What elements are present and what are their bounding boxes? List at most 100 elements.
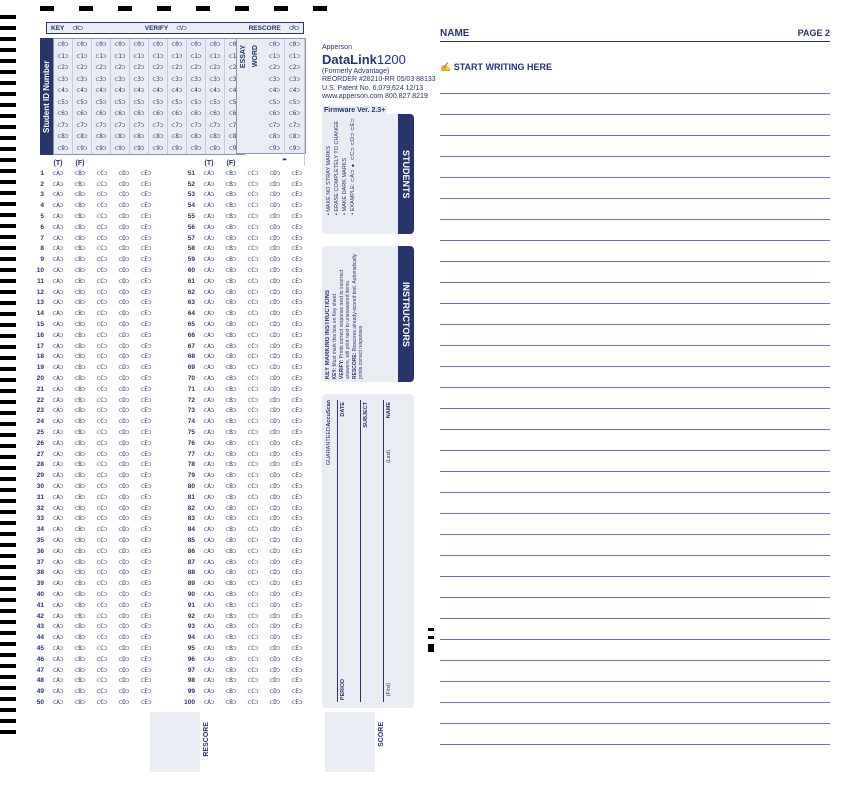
page2-name-line[interactable]: NAME	[440, 28, 830, 42]
answer-row[interactable]: 45⊂A⊃⊂B⊃⊂C⊃⊂D⊃⊂E⊃	[28, 643, 157, 654]
answer-bubble[interactable]: ⊂B⊃	[220, 278, 242, 285]
answer-row[interactable]: 43⊂A⊃⊂B⊃⊂C⊃⊂D⊃⊂E⊃	[28, 621, 157, 632]
answer-bubble[interactable]: ⊂A⊃	[47, 656, 69, 663]
answer-bubble[interactable]: ⊂E⊃	[135, 602, 157, 609]
answer-bubble[interactable]: ⊂D⊃	[113, 451, 135, 458]
answer-bubble[interactable]: ⊂C⊃	[242, 440, 264, 447]
answer-bubble[interactable]: ⊂B⊃	[220, 397, 242, 404]
answer-bubble[interactable]: ⊂E⊃	[286, 235, 308, 242]
answer-bubble[interactable]: ⊂D⊃	[264, 667, 286, 674]
id-bubble[interactable]: ⊂7⊃	[54, 120, 73, 132]
writing-line[interactable]	[440, 115, 830, 136]
answer-bubble[interactable]: ⊂E⊃	[135, 213, 157, 220]
answer-bubble[interactable]: ⊂A⊃	[198, 667, 220, 674]
student-id-grid[interactable]: ⊂0⊃⊂0⊃⊂0⊃⊂0⊃⊂0⊃⊂0⊃⊂0⊃⊂0⊃⊂0⊃⊂0⊃⊂1⊃⊂1⊃⊂1⊃⊂…	[53, 38, 245, 155]
answer-bubble[interactable]: ⊂C⊃	[91, 569, 113, 576]
answer-bubble[interactable]: ⊂E⊃	[135, 580, 157, 587]
answer-bubble[interactable]: ⊂D⊃	[264, 256, 286, 263]
answer-bubble[interactable]: ⊂A⊃	[198, 397, 220, 404]
writing-line[interactable]	[440, 409, 830, 430]
id-bubble[interactable]: ⊂3⊃	[149, 74, 168, 86]
answer-bubble[interactable]: ⊂A⊃	[198, 343, 220, 350]
answer-bubble[interactable]: ⊂E⊃	[286, 224, 308, 231]
id-bubble[interactable]: ⊂3⊃	[187, 74, 206, 86]
answer-bubble[interactable]: ⊂C⊃	[242, 472, 264, 479]
answer-bubble[interactable]: ⊂A⊃	[47, 407, 69, 414]
answer-bubble[interactable]: ⊂D⊃	[113, 235, 135, 242]
answer-bubble[interactable]: ⊂C⊃	[91, 181, 113, 188]
answer-bubble[interactable]: ⊂E⊃	[286, 375, 308, 382]
answer-bubble[interactable]: ⊂D⊃	[264, 526, 286, 533]
answer-bubble[interactable]: ⊂A⊃	[47, 645, 69, 652]
id-bubble[interactable]: ⊂7⊃	[111, 120, 130, 132]
writing-line[interactable]	[440, 220, 830, 241]
id-bubble[interactable]: ⊂0⊃	[73, 39, 92, 51]
answer-bubble[interactable]: ⊂E⊃	[286, 364, 308, 371]
answer-bubble[interactable]: ⊂C⊃	[91, 224, 113, 231]
answer-bubble[interactable]: ⊂D⊃	[113, 559, 135, 566]
writing-line[interactable]	[440, 346, 830, 367]
answer-bubble[interactable]: ⊂C⊃	[242, 353, 264, 360]
answer-bubble[interactable]: ⊂E⊃	[135, 483, 157, 490]
answer-bubble[interactable]: ⊂A⊃	[47, 299, 69, 306]
answer-bubble[interactable]: ⊂E⊃	[135, 440, 157, 447]
id-bubble[interactable]: ⊂6⊃	[111, 108, 130, 120]
answer-bubble[interactable]: ⊂B⊃	[69, 602, 91, 609]
answer-bubble[interactable]: ⊂E⊃	[286, 202, 308, 209]
answer-rows-right[interactable]: 51⊂A⊃⊂B⊃⊂C⊃⊂D⊃⊂E⊃52⊂A⊃⊂B⊃⊂C⊃⊂D⊃⊂E⊃53⊂A⊃⊂…	[179, 168, 308, 708]
answer-bubble[interactable]: ⊂A⊃	[47, 170, 69, 177]
writing-line[interactable]	[440, 178, 830, 199]
answer-bubble[interactable]: ⊂B⊃	[220, 461, 242, 468]
answer-bubble[interactable]: ⊂E⊃	[135, 451, 157, 458]
answer-bubble[interactable]: ⊂A⊃	[198, 526, 220, 533]
answer-bubble[interactable]: ⊂D⊃	[113, 461, 135, 468]
answer-row[interactable]: 12⊂A⊃⊂B⊃⊂C⊃⊂D⊃⊂E⊃	[28, 287, 157, 298]
name-box[interactable]: AccuScan GUARANTEED DATE PERIOD SUBJECT …	[322, 394, 414, 708]
answer-bubble[interactable]: ⊂C⊃	[91, 407, 113, 414]
answer-bubble[interactable]: ⊂C⊃	[242, 591, 264, 598]
answer-row[interactable]: 84⊂A⊃⊂B⊃⊂C⊃⊂D⊃⊂E⊃	[179, 524, 308, 535]
answer-bubble[interactable]: ⊂C⊃	[242, 483, 264, 490]
answer-row[interactable]: 39⊂A⊃⊂B⊃⊂C⊃⊂D⊃⊂E⊃	[28, 578, 157, 589]
answer-bubble[interactable]: ⊂D⊃	[264, 343, 286, 350]
answer-row[interactable]: 80⊂A⊃⊂B⊃⊂C⊃⊂D⊃⊂E⊃	[179, 481, 308, 492]
id-bubble[interactable]: ⊂2⊃	[73, 62, 92, 74]
answer-row[interactable]: 53⊂A⊃⊂B⊃⊂C⊃⊂D⊃⊂E⊃	[179, 190, 308, 201]
answer-bubble[interactable]: ⊂B⊃	[220, 591, 242, 598]
answer-bubble[interactable]: ⊂C⊃	[91, 353, 113, 360]
answer-row[interactable]: 61⊂A⊃⊂B⊃⊂C⊃⊂D⊃⊂E⊃	[179, 276, 308, 287]
answer-bubble[interactable]: ⊂D⊃	[113, 397, 135, 404]
answer-bubble[interactable]: ⊂C⊃	[91, 667, 113, 674]
answer-bubble[interactable]: ⊂D⊃	[264, 461, 286, 468]
answer-bubble[interactable]: ⊂C⊃	[91, 699, 113, 706]
answer-bubble[interactable]: ⊂C⊃	[242, 278, 264, 285]
answer-row[interactable]: 15⊂A⊃⊂B⊃⊂C⊃⊂D⊃⊂E⊃	[28, 319, 157, 330]
answer-bubble[interactable]: ⊂A⊃	[47, 429, 69, 436]
key-bubble[interactable]: ⊂K⊃	[68, 24, 86, 32]
answer-bubble[interactable]: ⊂E⊃	[286, 299, 308, 306]
answer-bubble[interactable]: ⊂C⊃	[242, 677, 264, 684]
answer-bubble[interactable]: ⊂C⊃	[91, 623, 113, 630]
answer-bubble[interactable]: ⊂E⊃	[286, 343, 308, 350]
answer-bubble[interactable]: ⊂A⊃	[47, 548, 69, 555]
answer-bubble[interactable]: ⊂C⊃	[91, 202, 113, 209]
answer-bubble[interactable]: ⊂D⊃	[113, 386, 135, 393]
answer-row[interactable]: 50⊂A⊃⊂B⊃⊂C⊃⊂D⊃⊂E⊃	[28, 697, 157, 708]
answer-bubble[interactable]: ⊂A⊃	[47, 386, 69, 393]
answer-bubble[interactable]: ⊂B⊃	[220, 235, 242, 242]
answer-bubble[interactable]: ⊂B⊃	[69, 634, 91, 641]
id-bubble[interactable]: ⊂1⊃	[149, 51, 168, 63]
answer-row[interactable]: 52⊂A⊃⊂B⊃⊂C⊃⊂D⊃⊂E⊃	[179, 179, 308, 190]
id-bubble[interactable]: ⊂6⊃	[92, 108, 111, 120]
answer-row[interactable]: 23⊂A⊃⊂B⊃⊂C⊃⊂D⊃⊂E⊃	[28, 406, 157, 417]
answer-bubble[interactable]: ⊂A⊃	[198, 645, 220, 652]
answer-bubble[interactable]: ⊂C⊃	[242, 613, 264, 620]
answer-bubble[interactable]: ⊂D⊃	[113, 278, 135, 285]
answer-bubble[interactable]: ⊂C⊃	[91, 299, 113, 306]
writing-line[interactable]	[440, 556, 830, 577]
answer-bubble[interactable]: ⊂D⊃	[264, 321, 286, 328]
answer-row[interactable]: 79⊂A⊃⊂B⊃⊂C⊃⊂D⊃⊂E⊃	[179, 470, 308, 481]
answer-bubble[interactable]: ⊂E⊃	[286, 386, 308, 393]
answer-bubble[interactable]: ⊂D⊃	[264, 483, 286, 490]
answer-row[interactable]: 76⊂A⊃⊂B⊃⊂C⊃⊂D⊃⊂E⊃	[179, 438, 308, 449]
